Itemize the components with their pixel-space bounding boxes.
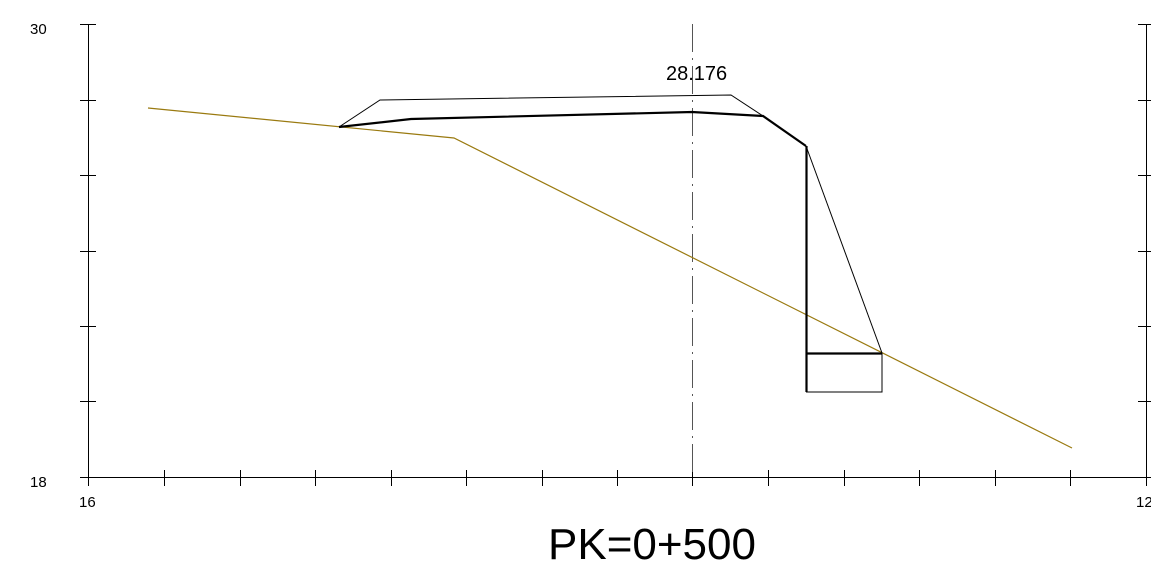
y-top-label: 30 (30, 21, 47, 38)
x-left-label: 16 (79, 494, 96, 511)
slope-line (805, 145, 883, 354)
subgrade-line (338, 110, 807, 147)
pavement-top (338, 94, 764, 128)
axis-elevation-label: 28.176 (666, 63, 727, 85)
x-right-label: 12 (1136, 494, 1151, 511)
right-axis-ticks (1138, 24, 1151, 402)
bottom-axis-ticks (88, 470, 1147, 486)
station-label: PK=0+500 (548, 520, 756, 569)
y-bottom-label: 18 (30, 474, 47, 491)
footing-body (806, 353, 883, 393)
terrain-line (147, 107, 1073, 449)
left-axis-ticks (80, 24, 96, 478)
frame (88, 24, 1151, 478)
